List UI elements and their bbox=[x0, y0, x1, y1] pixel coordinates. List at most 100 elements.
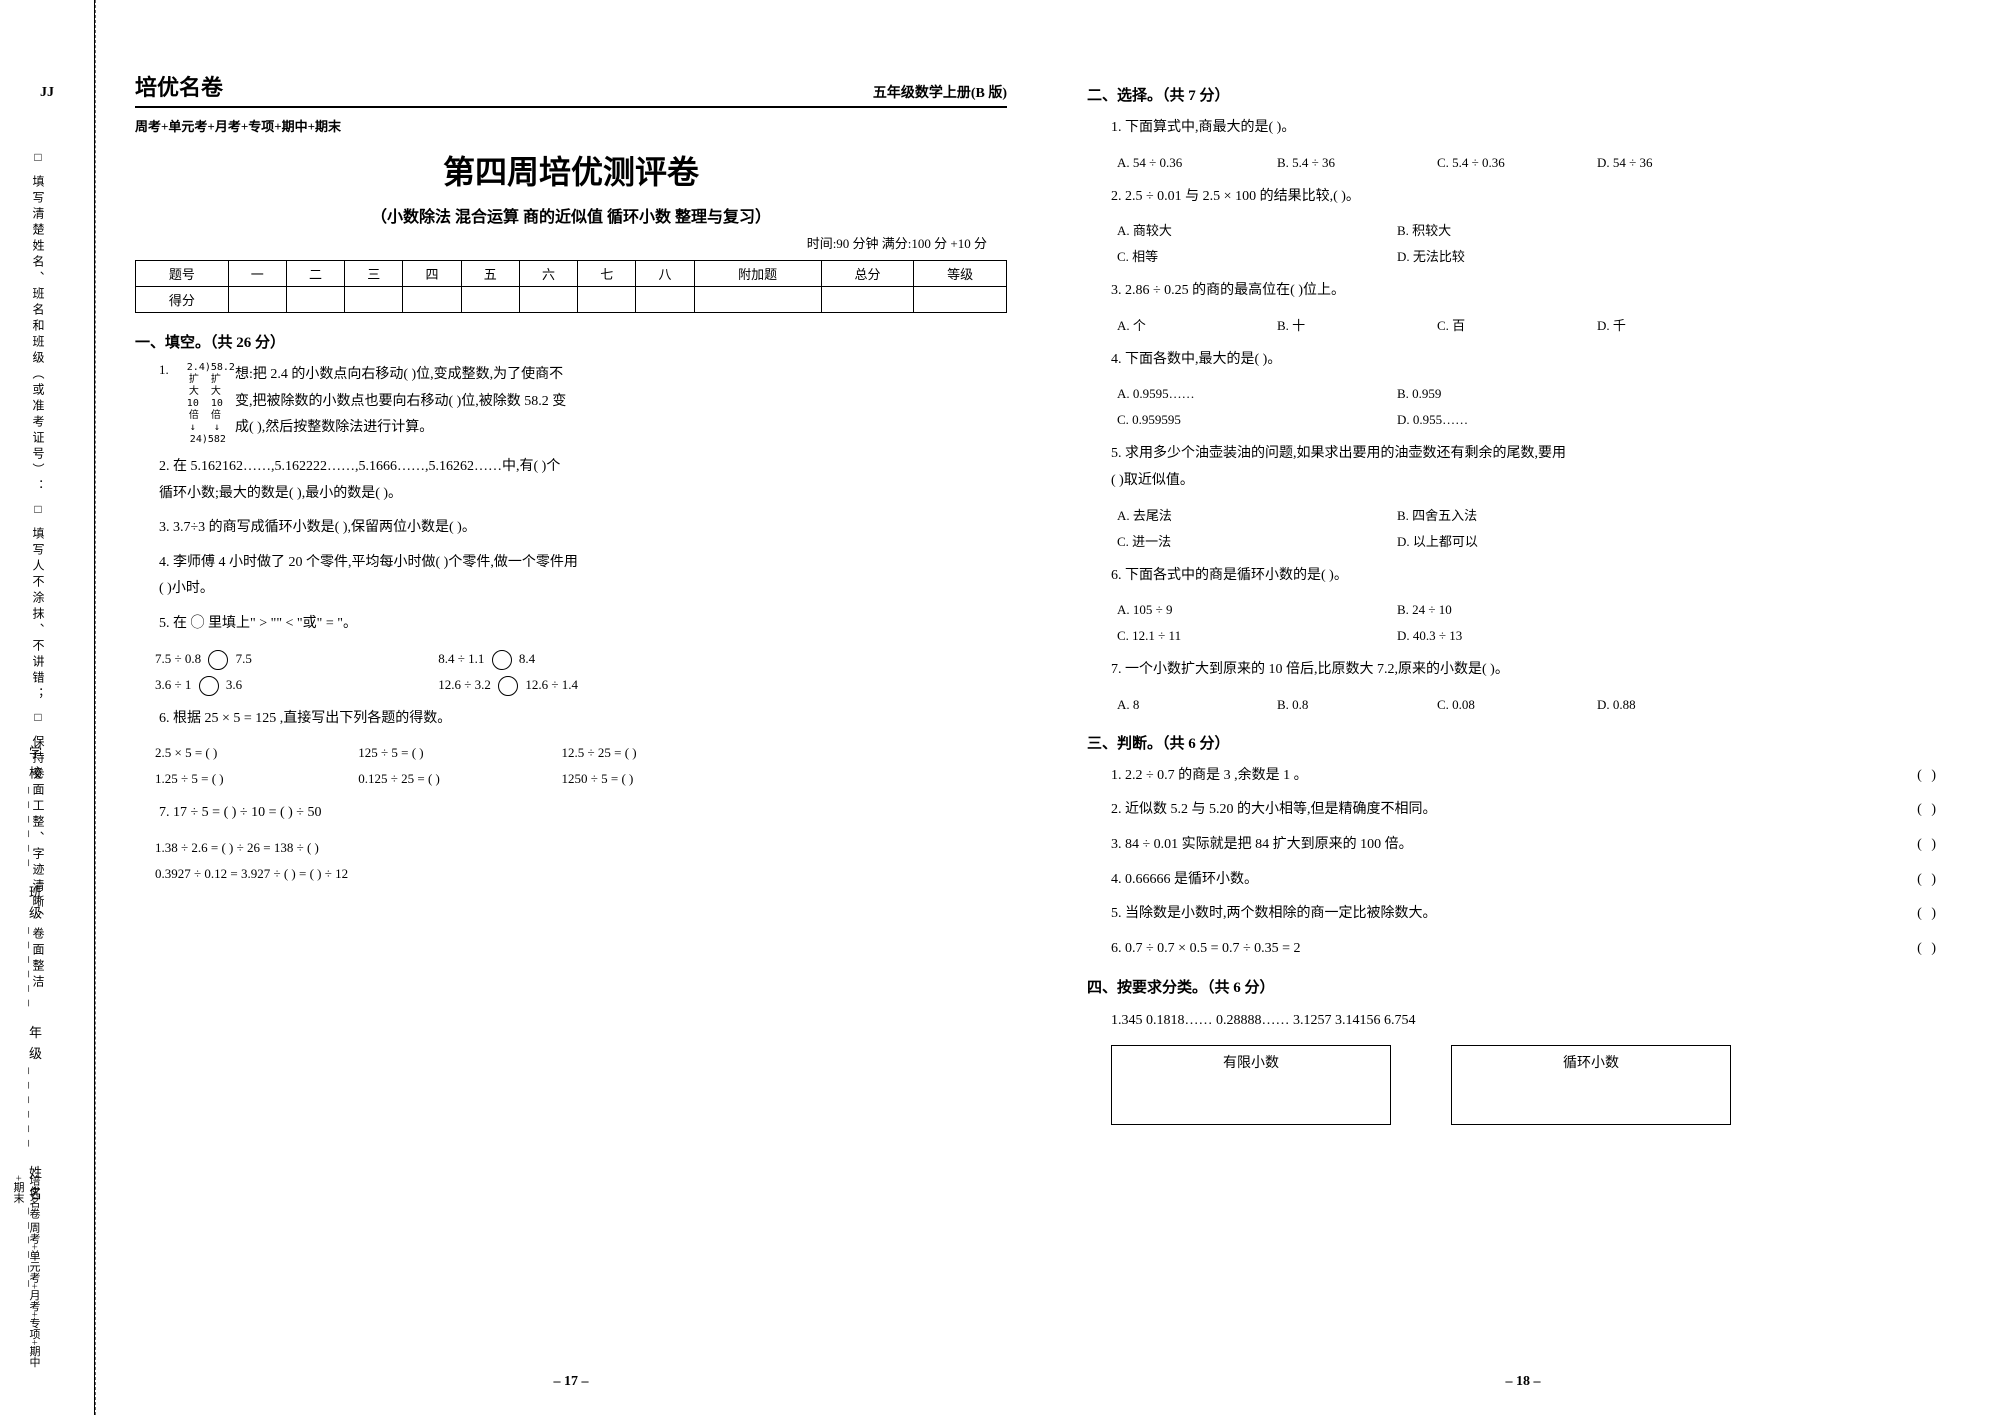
option: B. 四舍五入法 bbox=[1397, 503, 1677, 529]
q2-text-b: 循环小数;最大的数是( ),最小的数是( )。 bbox=[159, 481, 1007, 508]
s3-text: 6. 0.7 ÷ 0.7 × 0.5 = 0.7 ÷ 0.35 = 2 bbox=[1111, 941, 1301, 956]
page-number-right: – 18 – bbox=[1506, 1374, 1541, 1390]
option: A. 0.9595…… bbox=[1117, 381, 1397, 407]
option: D. 无法比较 bbox=[1397, 244, 1677, 270]
option: B. 十 bbox=[1277, 313, 1437, 339]
cell[interactable] bbox=[578, 287, 636, 313]
recurring-box[interactable]: 循环小数 bbox=[1451, 1045, 1731, 1125]
cell[interactable] bbox=[286, 287, 344, 313]
s3-text: 3. 84 ÷ 0.01 实际就是把 84 扩大到原来的 100 倍。 bbox=[1111, 837, 1413, 852]
main-title: 第四周培优测评卷 bbox=[135, 147, 1007, 193]
s3-item: 4. 0.66666 是循环小数。( ) bbox=[1111, 867, 1959, 894]
s2-q4: 4. 下面各数中,最大的是( )。 bbox=[1111, 347, 1959, 374]
s2-q5-text: 5. 求用多少个油壶装油的问题,如果求出要用的油壶数还有剩余的尾数,要用 bbox=[1111, 441, 1959, 468]
s2-q6: 6. 下面各式中的商是循环小数的是( )。 bbox=[1111, 563, 1959, 590]
score-table: 题号 一 二 三 四 五 六 七 八 附加题 总分 等级 得分 bbox=[135, 260, 1007, 313]
s3-item: 5. 当除数是小数时,两个数相除的商一定比被除数大。( ) bbox=[1111, 901, 1959, 928]
compare-circle[interactable] bbox=[498, 676, 518, 696]
question-5: 5. 在 ◯ 里填上" > "" < "或" = "。 bbox=[159, 611, 1007, 638]
question-6: 6. 根据 25 × 5 = 125 ,直接写出下列各题的得数。 bbox=[159, 706, 1007, 733]
option: C. 相等 bbox=[1117, 244, 1397, 270]
q6-item: 0.125 ÷ 25 = ( ) bbox=[358, 766, 558, 792]
option: D. 千 bbox=[1597, 313, 1757, 339]
s2-q2-opts2: C. 相等 D. 无法比较 bbox=[1117, 244, 1959, 270]
q6-item: 1.25 ÷ 5 = ( ) bbox=[155, 766, 355, 792]
s2-q5-text-b: ( )取近似值。 bbox=[1111, 468, 1959, 495]
cell: 二 bbox=[286, 261, 344, 287]
s2-q2: 2. 2.5 ÷ 0.01 与 2.5 × 100 的结果比较,( )。 bbox=[1111, 184, 1959, 211]
cell[interactable] bbox=[694, 287, 821, 313]
chapter-title: （小数除法 混合运算 商的近似值 循环小数 整理与复习） bbox=[135, 203, 1007, 227]
judge-bracket[interactable]: ( ) bbox=[1917, 797, 1939, 824]
q1-line1: 想:把 2.4 的小数点向右移动( )位,变成整数,为了使商不 bbox=[235, 362, 566, 389]
q5-row1: 7.5 ÷ 0.8 7.5 8.4 ÷ 1.1 8.4 bbox=[155, 646, 1007, 672]
question-7a: 7. 17 ÷ 5 = ( ) ÷ 10 = ( ) ÷ 50 bbox=[159, 800, 1007, 827]
cell[interactable] bbox=[636, 287, 694, 313]
cell[interactable] bbox=[403, 287, 461, 313]
option: D. 0.88 bbox=[1597, 692, 1757, 718]
cell[interactable] bbox=[228, 287, 286, 313]
q4-text: 4. 李师傅 4 小时做了 20 个零件,平均每小时做( )个零件,做一个零件用 bbox=[159, 550, 1007, 577]
cell[interactable] bbox=[519, 287, 577, 313]
cell: 总分 bbox=[821, 261, 914, 287]
compare-circle[interactable] bbox=[492, 650, 512, 670]
q6-row2: 1.25 ÷ 5 = ( ) 0.125 ÷ 25 = ( ) 1250 ÷ 5… bbox=[155, 766, 1007, 792]
cell: 题号 bbox=[136, 261, 229, 287]
s2-q4-opts1: A. 0.9595…… B. 0.959 bbox=[1117, 381, 1959, 407]
s3-text: 2. 近似数 5.2 与 5.20 的大小相等,但是精确度不相同。 bbox=[1111, 802, 1437, 817]
subtitle: 周考+单元考+月考+专项+期中+期末 bbox=[135, 116, 1007, 135]
option: C. 5.4 ÷ 0.36 bbox=[1437, 150, 1597, 176]
option: A. 去尾法 bbox=[1117, 503, 1397, 529]
s3-item: 2. 近似数 5.2 与 5.20 的大小相等,但是精确度不相同。 ( ) bbox=[1111, 797, 1959, 824]
cell[interactable] bbox=[821, 287, 914, 313]
option: C. 12.1 ÷ 11 bbox=[1117, 623, 1397, 649]
option: B. 24 ÷ 10 bbox=[1397, 597, 1677, 623]
header: 培优名卷 五年级数学上册(B 版) bbox=[135, 70, 1007, 108]
judge-bracket[interactable]: ( ) bbox=[1917, 936, 1939, 963]
option: C. 进一法 bbox=[1117, 529, 1397, 555]
cell[interactable] bbox=[345, 287, 403, 313]
option: A. 商较大 bbox=[1117, 218, 1397, 244]
judge-bracket[interactable]: ( ) bbox=[1917, 867, 1939, 894]
judge-bracket[interactable]: ( ) bbox=[1917, 763, 1939, 790]
s3-item: 6. 0.7 ÷ 0.7 × 0.5 = 0.7 ÷ 0.35 = 2 ( ) bbox=[1111, 936, 1959, 963]
option: B. 积较大 bbox=[1397, 218, 1677, 244]
classify-boxes: 有限小数 循环小数 bbox=[1111, 1045, 1959, 1125]
compare-circle[interactable] bbox=[208, 650, 228, 670]
section-4-heading: 四、按要求分类。（共 6 分） bbox=[1087, 976, 1959, 997]
time-info: 时间:90 分钟 满分:100 分 +10 分 bbox=[135, 233, 1007, 252]
side-logo: 培优名卷 周考+单元考+月考+专项+期中+期末 bbox=[10, 1175, 42, 1375]
q6-item: 2.5 × 5 = ( ) bbox=[155, 740, 355, 766]
option: A. 105 ÷ 9 bbox=[1117, 597, 1397, 623]
judge-bracket[interactable]: ( ) bbox=[1917, 832, 1939, 859]
s3-item: 3. 84 ÷ 0.01 实际就是把 84 扩大到原来的 100 倍。 ( ) bbox=[1111, 832, 1959, 859]
option: D. 0.955…… bbox=[1397, 407, 1677, 433]
s2-q5: 5. 求用多少个油壶装油的问题,如果求出要用的油壶数还有剩余的尾数,要用 ( )… bbox=[1111, 441, 1959, 494]
s2-q7: 7. 一个小数扩大到原来的 10 倍后,比原数大 7.2,原来的小数是( )。 bbox=[1111, 657, 1959, 684]
s2-q5-opts2: C. 进一法 D. 以上都可以 bbox=[1117, 529, 1959, 555]
compare-circle[interactable] bbox=[199, 676, 219, 696]
question-7c: 0.3927 ÷ 0.12 = 3.927 ÷ ( ) = ( ) ÷ 12 bbox=[155, 861, 1007, 887]
option: A. 54 ÷ 0.36 bbox=[1117, 150, 1277, 176]
cell: 六 bbox=[519, 261, 577, 287]
finite-box[interactable]: 有限小数 bbox=[1111, 1045, 1391, 1125]
q5-row2: 3.6 ÷ 1 3.6 12.6 ÷ 3.2 12.6 ÷ 1.4 bbox=[155, 672, 1007, 698]
q1-line3: 成( ),然后按整数除法进行计算。 bbox=[235, 415, 566, 442]
page-number-left: – 17 – bbox=[554, 1374, 589, 1390]
judge-bracket[interactable]: ( ) bbox=[1917, 901, 1939, 928]
option: C. 0.08 bbox=[1437, 692, 1597, 718]
q1-num: 1. bbox=[159, 362, 169, 378]
option: D. 54 ÷ 36 bbox=[1597, 150, 1757, 176]
s2-q7-opts: A. 8 B. 0.8 C. 0.08 D. 0.88 bbox=[1117, 692, 1959, 718]
series-logo: 培优名卷 bbox=[135, 70, 223, 102]
cell[interactable] bbox=[461, 287, 519, 313]
book-title: 五年级数学上册(B 版) bbox=[873, 82, 1007, 102]
option: B. 0.959 bbox=[1397, 381, 1677, 407]
q6-item: 12.5 ÷ 25 = ( ) bbox=[562, 740, 762, 766]
option: C. 百 bbox=[1437, 313, 1597, 339]
cell: 三 bbox=[345, 261, 403, 287]
s2-q6-opts1: A. 105 ÷ 9 B. 24 ÷ 10 bbox=[1117, 597, 1959, 623]
classify-numbers: 1.345 0.1818…… 0.28888…… 3.1257 3.14156 … bbox=[1111, 1007, 1959, 1035]
cell[interactable] bbox=[914, 287, 1007, 313]
option: D. 以上都可以 bbox=[1397, 529, 1677, 555]
